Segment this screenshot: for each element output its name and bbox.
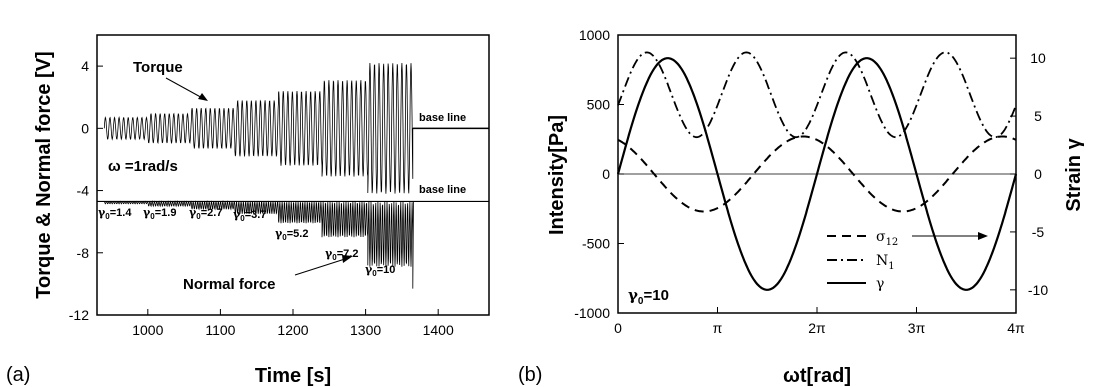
gamma-series-line — [616, 57, 1018, 291]
panel-a-plot-frame — [96, 34, 490, 316]
legend-label: N1 — [876, 253, 895, 272]
gamma-symbol: γ — [275, 227, 283, 240]
panel-b-y-axis-title: Intensity[Pa] — [546, 115, 568, 235]
panel-a-y-tick-label: -4 — [77, 183, 90, 199]
panel-a-x-axis-title: Time [s] — [255, 365, 331, 387]
gamma0-value: =1.4 — [110, 207, 133, 219]
gamma-subscript: 0 — [240, 214, 245, 223]
legend-label-sub: 1 — [888, 261, 894, 272]
panel-a-x-tick-label: 1000 — [132, 322, 163, 338]
panel-b-label: (b) — [518, 364, 542, 386]
legend-label-sub: 12 — [886, 237, 899, 248]
gamma-subscript: 0 — [282, 233, 287, 242]
panel-a-x-tick-label: 1300 — [350, 322, 381, 338]
panel-b-y-tick-label: 500 — [587, 97, 611, 113]
panel-a-y-tick-label: -12 — [69, 307, 89, 323]
panel-a-ticks: 1000 1100 1200 1300 1400 4 0 -4 -8 -12 — [69, 58, 454, 338]
gamma-subscript: 0 — [332, 253, 337, 262]
panel-b-x-tick-label: 0 — [614, 320, 622, 336]
panel-b-x-axis-title: ωt[rad] — [783, 365, 851, 387]
panel-b-y2-tick-label: 0 — [1034, 166, 1042, 182]
panel-b-x-tick-label: π — [713, 320, 723, 336]
legend-label-main: σ — [876, 229, 886, 245]
panel-b-x-tick-label: 3π — [908, 320, 926, 336]
panel-b-y2-tick-label: -5 — [1032, 224, 1045, 240]
normal-force-annotation: Normal force — [183, 276, 276, 293]
legend-label: γ — [876, 276, 884, 292]
gamma-labels: γ0=1.4 γ0=1.9 γ0=2.7 γ0=3.7γ0=5.2γ0=7.2γ0=1… — [98, 206, 395, 278]
gamma0-label: γ0=1.9 — [143, 206, 176, 221]
torque-annotation: Torque — [133, 59, 183, 76]
gamma0-label: γ0=3.7 — [233, 208, 266, 223]
gamma0-label: γ0=2.7 — [189, 206, 222, 221]
panel-b-y2-tick-label: 5 — [1034, 108, 1042, 124]
panel-a-series — [97, 62, 489, 289]
gamma-symbol: γ — [143, 206, 151, 219]
panel-b-x-tick-label: 4π — [1007, 320, 1025, 336]
panel-a-y-tick-label: -8 — [77, 245, 90, 261]
torque-arrow-line — [165, 77, 207, 101]
panel-a-x-tick-label: 1200 — [277, 322, 308, 338]
panel-b-gamma0-annotation: γ0=10 — [628, 286, 669, 307]
normal-force-arrow-head — [342, 255, 353, 263]
panel-a-y-tick-label: 0 — [81, 120, 89, 136]
gamma-axis-arrow-head — [978, 232, 988, 240]
torque-series-line — [103, 62, 489, 194]
gamma0-value: =1.9 — [155, 207, 177, 219]
gamma0-label: γ0=1.4 — [98, 206, 132, 221]
panel-a: 1000 1100 1200 1300 1400 4 0 -4 -8 -12 Time [s] T… — [6, 34, 490, 387]
panel-b-x-tick-label: 2π — [808, 320, 826, 336]
torque-arrow-head — [198, 93, 208, 101]
legend-label-main: γ — [876, 276, 884, 292]
gamma0-value: =3.7 — [245, 209, 267, 221]
gamma0-label: γ0=10 — [365, 263, 395, 278]
panel-b-y-tick-label: -1000 — [574, 305, 610, 321]
legend-label: σ12 — [876, 229, 898, 248]
panel-b-y2-tick-label: -10 — [1028, 282, 1048, 298]
gamma-subscript: 0 — [196, 212, 201, 221]
n1-series-line — [617, 51, 1017, 139]
gamma0-label: γ0=5.2 — [275, 227, 308, 242]
gamma-symbol: γ — [628, 286, 638, 304]
gamma-subscript: 0 — [638, 296, 644, 307]
normal-force-series-line — [103, 200, 489, 289]
gamma-symbol: γ — [365, 263, 373, 276]
panel-b-series — [616, 51, 1018, 291]
gamma0-value: =2.7 — [201, 207, 223, 219]
base-line-annotation-top: base line — [419, 112, 466, 124]
panel-a-y-tick-label: 4 — [81, 58, 89, 74]
sigma12-series-line — [617, 135, 1017, 213]
gamma-symbol: γ — [98, 206, 106, 219]
panel-b-y-tick-label: 0 — [602, 166, 610, 182]
gamma0-value: =10 — [643, 287, 668, 304]
gamma-subscript: 0 — [105, 212, 110, 221]
base-line-annotation-bottom: base line — [419, 184, 466, 196]
gamma0-label: γ0=7.2 — [325, 247, 358, 262]
panel-b-y-tick-label: 1000 — [579, 27, 610, 43]
panel-a-y-axis-title: Torque & Normal force [V] — [33, 51, 55, 298]
gamma0-value: =5.2 — [287, 228, 309, 240]
panel-a-x-tick-label: 1400 — [423, 322, 454, 338]
normal-force-arrow-line — [294, 257, 349, 276]
gamma-subscript: 0 — [150, 212, 155, 221]
panel-a-x-tick-label: 1100 — [205, 322, 235, 338]
gamma-symbol: γ — [325, 247, 333, 260]
panel-a-label: (a) — [6, 364, 30, 386]
gamma-symbol: γ — [189, 206, 197, 219]
omega-annotation: ω =1rad/s — [108, 158, 178, 175]
panel-b-y2-axis-title: Strain γ — [1063, 137, 1085, 211]
gamma0-value: =7.2 — [337, 248, 359, 260]
gamma-symbol: γ — [233, 208, 241, 221]
legend-label-main: N — [876, 253, 888, 269]
gamma0-value: =10 — [377, 264, 396, 276]
panel-b-y2-tick-label: 10 — [1030, 50, 1046, 66]
panel-b-y-tick-label: -500 — [582, 236, 610, 252]
gamma-subscript: 0 — [372, 269, 377, 278]
